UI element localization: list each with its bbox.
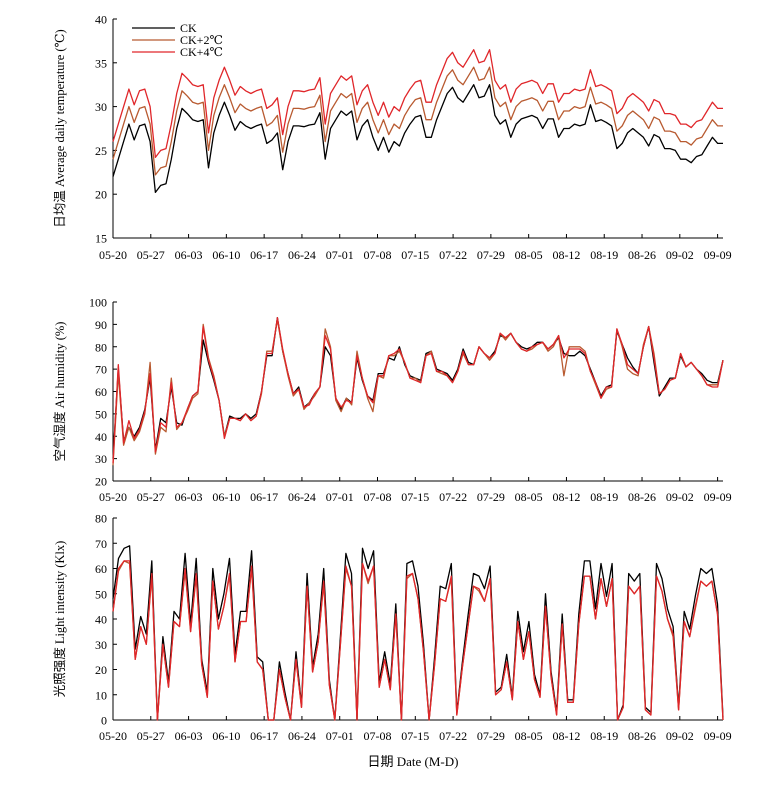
- y-tick-label: 50: [95, 587, 107, 601]
- y-tick-label: 80: [95, 512, 107, 526]
- y-axis-title: 光照强度 Light intensity (Klx): [52, 541, 67, 698]
- x-tick-label: 07-08: [364, 729, 392, 743]
- series-line-ck: [112, 545, 724, 721]
- x-tick-label: 09-02: [666, 729, 694, 743]
- x-tick-label: 06-03: [175, 248, 203, 262]
- y-tick-label: 30: [95, 638, 107, 652]
- x-tick-label: 06-10: [212, 248, 240, 262]
- x-tick-label: 07-29: [477, 729, 505, 743]
- y-tick-label: 100: [89, 296, 107, 310]
- x-tick-label: 07-08: [364, 248, 392, 262]
- x-tick-label: 06-03: [175, 729, 203, 743]
- x-tick-label: 06-24: [288, 248, 316, 262]
- legend-label: CK+2℃: [180, 33, 223, 47]
- y-tick-label: 30: [95, 452, 107, 466]
- y-tick-label: 50: [95, 407, 107, 421]
- y-tick-label: 35: [95, 56, 107, 70]
- y-tick-label: 15: [95, 232, 107, 246]
- y-tick-label: 40: [95, 430, 107, 444]
- x-tick-label: 08-05: [515, 729, 543, 743]
- x-tick-label: 05-20: [99, 248, 127, 262]
- x-tick-label: 08-26: [628, 729, 656, 743]
- x-tick-label: 08-12: [552, 490, 580, 504]
- panel-humidity: 20 30 40 50 60 70 80 90 100 05-20 05-27 06-03 06-10 0…: [52, 296, 732, 505]
- y-tick-label: 40: [95, 13, 107, 27]
- x-tick-label: 07-01: [326, 490, 354, 504]
- y-tick-label: 20: [95, 663, 107, 677]
- x-tick-label: 08-19: [590, 729, 618, 743]
- y-tick-label: 80: [95, 340, 107, 354]
- series-line-ck-plus-2: [112, 66, 723, 176]
- x-tick-label: 08-12: [552, 248, 580, 262]
- x-tick-label: 08-05: [515, 248, 543, 262]
- x-tick-label: 08-26: [628, 248, 656, 262]
- x-tick-label: 06-10: [212, 729, 240, 743]
- x-tick-label: 07-29: [477, 248, 505, 262]
- x-tick-label: 06-03: [175, 490, 203, 504]
- x-tick-label: 05-20: [99, 729, 127, 743]
- x-tick-label: 07-22: [439, 490, 467, 504]
- y-tick-label: 25: [95, 144, 107, 158]
- x-tick-label: 07-15: [401, 248, 429, 262]
- panel-temperature: 15 20 25 30 35 40 05-20 05-27 06-03 06-10 06-17 06-…: [53, 13, 732, 263]
- x-tick-label: 09-02: [666, 490, 694, 504]
- y-tick-label: 30: [95, 100, 107, 114]
- x-tick-label: 08-05: [515, 490, 543, 504]
- x-tick-label: 07-29: [477, 490, 505, 504]
- y-tick-label: 70: [95, 363, 107, 377]
- x-tick-label: 07-08: [364, 490, 392, 504]
- y-axis-title: 日均温 Average daily temperature (℃): [53, 29, 67, 227]
- x-tick-label: 06-17: [250, 729, 278, 743]
- y-tick-label: 10: [95, 688, 107, 702]
- x-tick-label: 08-26: [628, 490, 656, 504]
- x-tick-label: 05-27: [137, 490, 165, 504]
- legend-label: CK: [180, 21, 197, 35]
- x-tick-label: 07-15: [401, 729, 429, 743]
- x-tick-label: 07-22: [439, 729, 467, 743]
- legend-label: CK+4℃: [180, 45, 223, 59]
- x-tick-label: 06-17: [250, 490, 278, 504]
- x-tick-label: 06-24: [288, 490, 316, 504]
- x-tick-label: 07-01: [326, 729, 354, 743]
- x-tick-label: 06-17: [250, 248, 278, 262]
- x-tick-label: 09-09: [704, 248, 732, 262]
- series-line-ck-plus-4: [112, 560, 724, 721]
- x-tick-label: 07-22: [439, 248, 467, 262]
- y-tick-label: 0: [101, 714, 107, 728]
- y-tick-label: 60: [95, 562, 107, 576]
- x-tick-label: 09-02: [666, 248, 694, 262]
- x-tick-label: 08-12: [552, 729, 580, 743]
- y-tick-label: 20: [95, 475, 107, 489]
- panel-light: 0 10 20 30 40 50 60 70 80 05-20 05-27 06-03 06-10 06-…: [52, 512, 732, 744]
- x-tick-label: 08-19: [590, 490, 618, 504]
- x-tick-label: 09-09: [704, 490, 732, 504]
- x-tick-label: 06-24: [288, 729, 316, 743]
- series-line-ck-plus-4: [112, 49, 723, 159]
- y-tick-label: 60: [95, 385, 107, 399]
- x-tick-label: 08-19: [590, 248, 618, 262]
- y-tick-label: 90: [95, 318, 107, 332]
- x-tick-label: 07-15: [401, 490, 429, 504]
- x-tick-label: 05-20: [99, 490, 127, 504]
- x-tick-label: 05-27: [137, 729, 165, 743]
- y-tick-label: 40: [95, 613, 107, 627]
- series-line-ck-plus-2: [112, 319, 724, 466]
- series-line-ck-plus-4: [112, 317, 724, 464]
- x-tick-label: 07-01: [326, 248, 354, 262]
- y-axis-title: 空气湿度 Air humidity (%): [52, 322, 67, 462]
- series-line-ck: [112, 84, 723, 194]
- x-tick-label: 09-09: [704, 729, 732, 743]
- y-tick-label: 70: [95, 537, 107, 551]
- x-tick-label: 06-10: [212, 490, 240, 504]
- x-axis-title: 日期 Date (M-D): [368, 754, 459, 769]
- x-tick-label: 05-27: [137, 248, 165, 262]
- y-tick-label: 20: [95, 188, 107, 202]
